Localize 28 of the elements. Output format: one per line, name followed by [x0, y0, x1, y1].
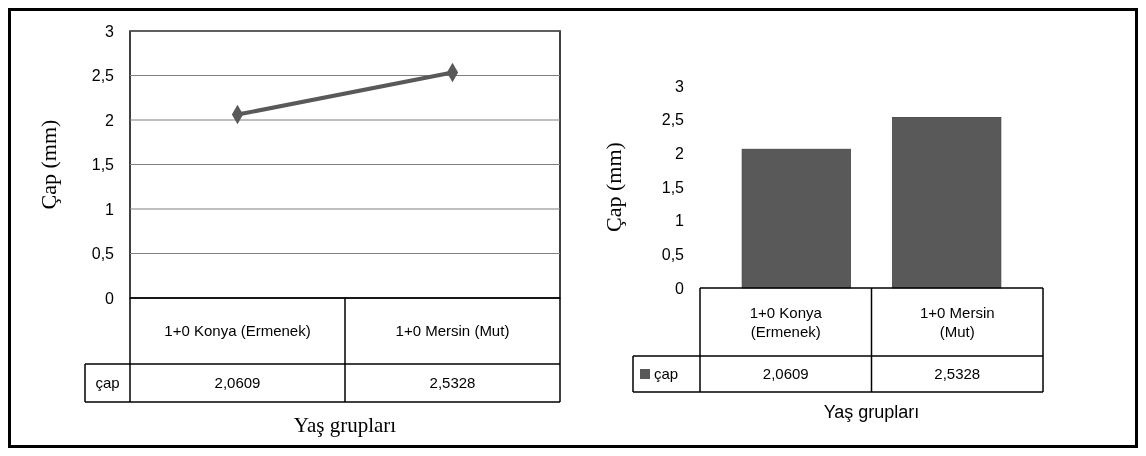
- y-tick-label: 2,5: [91, 67, 115, 85]
- y-tick-label: 3: [105, 22, 115, 40]
- y-tick-label: 1: [105, 200, 115, 218]
- y-tick-label: 0: [105, 289, 115, 307]
- legend-label: çap: [654, 365, 679, 383]
- text: çap: [95, 374, 120, 392]
- y-tick-label: 2,5: [661, 111, 685, 129]
- y-tick-label: 0: [675, 279, 685, 297]
- y-axis-title: Çap (mm): [600, 142, 626, 232]
- y-tick-label: 1,5: [91, 156, 115, 174]
- data-label: 2,0609: [762, 365, 809, 383]
- x-tick-label: 1+0 Mersin (Mut): [919, 303, 995, 340]
- data-label: 2,5328: [429, 374, 476, 392]
- x-tick-label: 1+0 Konya (Ermenek): [164, 322, 311, 340]
- y-tick-label: 0,5: [661, 245, 685, 263]
- y-tick-label: 3: [675, 77, 685, 95]
- y-tick-label: 1,5: [661, 178, 685, 196]
- y-tick-label: 2: [105, 111, 115, 129]
- data-label: 2,5328: [934, 365, 981, 383]
- y-axis-title: Çap (mm): [35, 119, 61, 210]
- x-tick-label: 1+0 Mersin (Mut): [395, 322, 510, 340]
- y-tick-label: 1: [675, 212, 685, 230]
- y-tick-label: 0,5: [91, 245, 115, 263]
- x-tick-label: 1+0 Konya (Ermenek): [749, 303, 823, 340]
- y-tick-label: 2: [675, 144, 685, 162]
- x-axis-title: Yaş grupları: [293, 413, 397, 437]
- x-axis-title: Yaş grupları: [823, 402, 920, 422]
- data-label: 2,0609: [214, 374, 261, 392]
